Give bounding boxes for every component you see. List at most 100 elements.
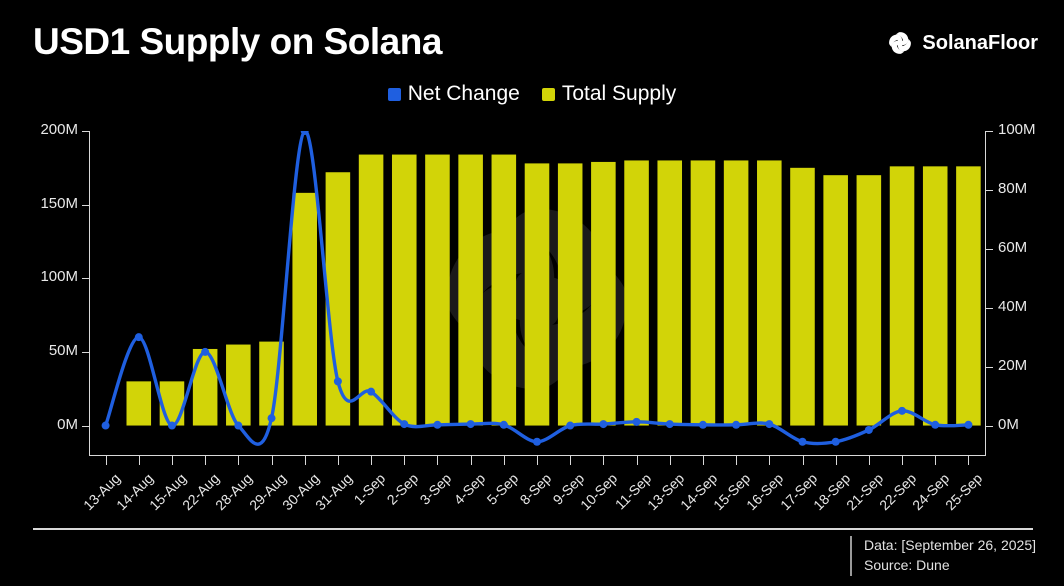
data-point[interactable] (864, 425, 873, 434)
bar[interactable] (524, 163, 550, 426)
data-point[interactable] (333, 377, 342, 386)
y-axis-left-tick (82, 131, 89, 132)
series-layer (101, 131, 981, 446)
data-point[interactable] (831, 437, 840, 446)
bar[interactable] (126, 381, 152, 426)
bar[interactable] (425, 154, 450, 426)
y-axis-right-label: 80M (998, 179, 1028, 197)
data-point[interactable] (566, 421, 575, 430)
footnote: Data: [September 26, 2025] Source: Dune (850, 536, 1036, 576)
x-axis-tick (470, 456, 472, 465)
bar[interactable] (856, 175, 882, 426)
footnote-source: Source: Dune (864, 556, 950, 573)
x-axis-tick (835, 456, 837, 465)
x-axis-tick (802, 456, 804, 465)
data-point[interactable] (698, 420, 707, 429)
y-axis-left-tick (82, 204, 89, 206)
data-point[interactable] (732, 420, 741, 429)
bar[interactable] (591, 161, 616, 426)
data-point[interactable] (234, 421, 243, 430)
data-point[interactable] (267, 414, 276, 423)
data-point[interactable] (964, 420, 973, 429)
legend-item-net-change[interactable]: Net Change (387, 82, 520, 106)
x-axis-tick (570, 456, 572, 465)
data-point[interactable] (599, 420, 608, 429)
bar[interactable] (292, 192, 317, 426)
y-axis-right-label: 60M (998, 238, 1028, 256)
data-point[interactable] (632, 417, 641, 426)
bar[interactable] (889, 166, 915, 426)
data-point[interactable] (367, 387, 376, 396)
x-axis-tick (404, 456, 406, 465)
bar[interactable] (956, 166, 981, 426)
y-axis-right-line (985, 131, 986, 456)
bar[interactable] (391, 154, 417, 426)
x-axis-tick (868, 456, 870, 465)
data-point[interactable] (931, 420, 940, 429)
y-axis-right-label: 40M (998, 297, 1028, 315)
y-axis-left-tick (82, 351, 89, 353)
x-axis-tick (105, 456, 107, 465)
x-axis-tick (902, 456, 903, 465)
data-point[interactable] (300, 131, 309, 135)
page-title: USD1 Supply on Solana (33, 21, 442, 62)
bar[interactable] (458, 154, 483, 426)
bar[interactable] (557, 163, 583, 426)
bar[interactable] (624, 160, 649, 426)
data-point[interactable] (400, 420, 409, 429)
y-axis-left-line (89, 131, 90, 456)
data-point[interactable] (101, 421, 110, 430)
data-point[interactable] (499, 420, 508, 429)
bar[interactable] (657, 160, 683, 426)
y-axis-left-label: 0M (57, 415, 78, 433)
y-axis-left-label: 200M (40, 121, 78, 138)
bar[interactable] (790, 167, 815, 426)
x-axis-line (89, 455, 986, 456)
bar[interactable] (922, 166, 948, 426)
data-point[interactable] (533, 437, 541, 446)
bar[interactable] (823, 175, 848, 426)
chart-canvas: 0M 50M 100M 150M 200M 0M 20M 40M 60M 80M 100M 13-… (0, 118, 1064, 518)
data-point[interactable] (201, 347, 210, 356)
x-axis-tick (968, 456, 970, 465)
x-axis-tick (238, 456, 240, 465)
bar[interactable] (757, 160, 782, 426)
bars-group (126, 154, 981, 426)
data-point[interactable] (167, 421, 176, 430)
y-axis-right-tick (986, 366, 993, 368)
x-axis-tick (702, 456, 704, 465)
data-point[interactable] (433, 420, 442, 429)
x-axis-tick (769, 456, 771, 465)
plot-area (89, 131, 985, 455)
x-axis-tick (636, 456, 638, 465)
bar[interactable] (358, 154, 384, 426)
data-point[interactable] (898, 406, 907, 415)
data-point[interactable] (466, 420, 475, 429)
x-axis-tick (172, 456, 173, 465)
data-point[interactable] (798, 437, 807, 446)
y-axis-left-tick (82, 278, 89, 280)
x-axis-tick (337, 456, 339, 465)
header: USD1 Supply on Solana SolanaFloor (0, 0, 1064, 78)
y-axis-right-label: 100M (998, 121, 1036, 138)
x-axis-tick (537, 456, 538, 465)
y-axis-left-label: 100M (40, 268, 78, 286)
bar[interactable] (690, 160, 716, 426)
data-point[interactable] (134, 333, 143, 342)
bar[interactable] (226, 344, 251, 426)
y-axis-right-tick (986, 189, 993, 191)
legend-item-total-supply[interactable]: Total Supply (541, 82, 676, 106)
footnote-data: Data: [September 26, 2025] (864, 537, 1036, 553)
y-axis-left-label: 150M (40, 194, 78, 212)
bar[interactable] (723, 160, 749, 426)
brand: SolanaFloor (887, 30, 1038, 56)
bar[interactable] (491, 154, 517, 426)
y-axis-right-tick (986, 131, 993, 132)
x-axis-tick (669, 456, 671, 465)
x-axis-tick (503, 456, 505, 465)
x-axis-tick (271, 456, 273, 465)
data-point[interactable] (665, 420, 674, 429)
y-axis-right-tick (986, 425, 993, 427)
data-point[interactable] (765, 420, 774, 429)
